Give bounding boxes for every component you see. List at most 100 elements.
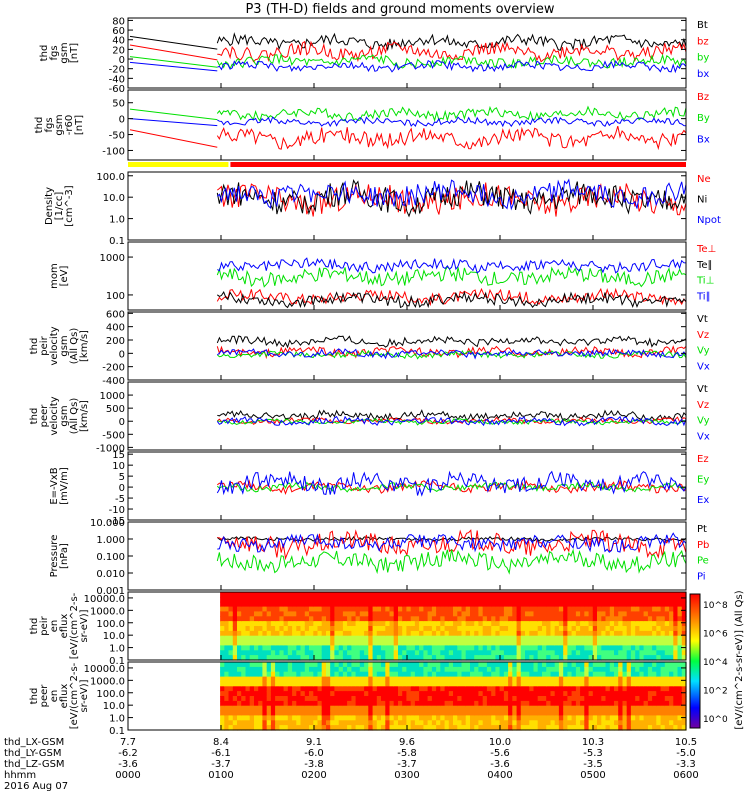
spectrogram-cell xyxy=(279,611,285,617)
spectrogram-cell xyxy=(419,650,424,656)
spectrogram-cell xyxy=(474,621,479,627)
spectrogram-cell xyxy=(249,616,255,622)
spectrogram-cell xyxy=(529,650,535,656)
spectrogram-cell xyxy=(554,616,560,622)
spectrogram-cell xyxy=(258,666,263,673)
spectrogram-cell xyxy=(270,592,276,598)
spectrogram-cell xyxy=(652,592,657,598)
spectrogram-cell xyxy=(364,686,369,692)
spectrogram-cell xyxy=(338,720,344,726)
spectrogram-cell xyxy=(368,626,374,632)
spectrogram-cell xyxy=(558,635,564,642)
spectrogram-cell xyxy=(249,686,255,692)
spectrogram-cell xyxy=(410,596,416,603)
spectrogram-cell xyxy=(639,592,645,598)
spectrogram-cell xyxy=(465,606,471,613)
spectrogram-cell xyxy=(266,645,272,651)
spectrogram-cell xyxy=(656,616,662,622)
spectrogram-cell xyxy=(347,640,352,647)
spectrogram-cell xyxy=(414,671,420,678)
spectrogram-cell xyxy=(287,626,293,632)
spectrogram-cell xyxy=(342,662,348,668)
x-tick-label: -5.8 xyxy=(397,748,417,759)
spectrogram-cell xyxy=(537,681,543,687)
spectrogram-cell xyxy=(296,650,302,656)
spectrogram-cell xyxy=(372,645,378,651)
spectrogram-cell xyxy=(529,626,535,632)
spectrogram-cell xyxy=(287,606,293,613)
spectrogram-cell xyxy=(254,662,259,668)
spectrogram-cell xyxy=(525,596,530,603)
spectrogram-cell xyxy=(461,696,467,702)
spectrogram-cell xyxy=(406,630,412,637)
spectrogram-cell xyxy=(410,626,416,632)
spectrogram-cell xyxy=(398,715,403,721)
spectrogram-cell xyxy=(609,671,615,678)
spectrogram-cell xyxy=(372,630,378,637)
spectrogram-cell xyxy=(326,725,331,731)
spectrogram-cell xyxy=(326,611,331,617)
spectrogram-cell xyxy=(626,645,632,651)
spectrogram-cell xyxy=(254,676,259,683)
x-tick-label: -3.6 xyxy=(490,759,510,770)
spectrogram-cell xyxy=(673,691,679,697)
spectrogram-cell xyxy=(393,681,399,687)
spectrogram-cell xyxy=(448,686,454,692)
spectrogram-cell xyxy=(457,611,463,617)
colorbar-tick: 10^4 xyxy=(703,658,728,668)
spectrogram-cell xyxy=(516,715,522,721)
spectrogram-cell xyxy=(558,705,564,712)
spectrogram-cell xyxy=(309,705,314,712)
spectrogram-cell xyxy=(537,715,543,721)
spectrogram-cell xyxy=(575,616,581,622)
spectrogram-cell xyxy=(402,720,407,726)
spectrogram-cell xyxy=(630,621,636,627)
spectrogram-cell xyxy=(622,645,628,651)
spectrogram-cell xyxy=(495,640,501,647)
spectrogram-cell xyxy=(321,691,327,697)
spectrogram-cell xyxy=(605,640,611,647)
spectrogram-cell xyxy=(677,645,683,651)
spectrogram-cell xyxy=(546,640,551,647)
spectrogram-cell xyxy=(554,601,560,608)
spectrogram-cell xyxy=(580,592,585,598)
spectrogram-cell xyxy=(580,715,585,721)
spectrogram-cell xyxy=(402,666,407,673)
spectrogram-cell xyxy=(398,696,403,702)
spectrogram-cell xyxy=(609,645,615,651)
spectrogram-cell xyxy=(495,691,501,697)
spectrogram-cell xyxy=(584,650,590,656)
spectrogram-cell xyxy=(461,671,467,678)
spectrogram-cell xyxy=(326,700,331,707)
spectrogram-cell xyxy=(372,655,378,661)
spectrogram-cell xyxy=(503,681,509,687)
spectrogram-cell xyxy=(457,596,463,603)
spectrogram-cell xyxy=(681,601,687,608)
spectrogram-cell xyxy=(334,671,340,678)
spectrogram-cell xyxy=(406,681,412,687)
spectrogram-cell xyxy=(436,655,441,661)
spectrogram-cell xyxy=(376,630,382,637)
panels: Btbzbybx806040200-20-40-60thdfgsgsm[nT]B… xyxy=(29,16,721,737)
spectrogram-cell xyxy=(563,686,568,692)
spectrogram-cell xyxy=(575,676,581,683)
spectrogram-cell xyxy=(241,666,246,673)
spectrogram-cell xyxy=(681,596,687,603)
spectrogram-cell xyxy=(389,696,395,702)
spectrogram-cell xyxy=(529,645,535,651)
spectrogram-cell xyxy=(516,621,522,627)
spectrogram-cell xyxy=(423,715,429,721)
spectrogram-cell xyxy=(575,720,581,726)
spectrogram-cell xyxy=(254,616,259,622)
spectrogram-cell xyxy=(656,681,662,687)
spectrogram-cell xyxy=(647,691,653,697)
spectrogram-cell xyxy=(372,616,378,622)
spectrogram-cell xyxy=(381,650,386,656)
spectrogram-cell xyxy=(296,686,302,692)
spectrogram-cell xyxy=(465,696,471,702)
spectrogram-cell xyxy=(330,655,335,661)
spectrogram-cell xyxy=(630,715,636,721)
spectrogram-cell xyxy=(575,662,581,668)
spectrogram-cell xyxy=(516,630,522,637)
